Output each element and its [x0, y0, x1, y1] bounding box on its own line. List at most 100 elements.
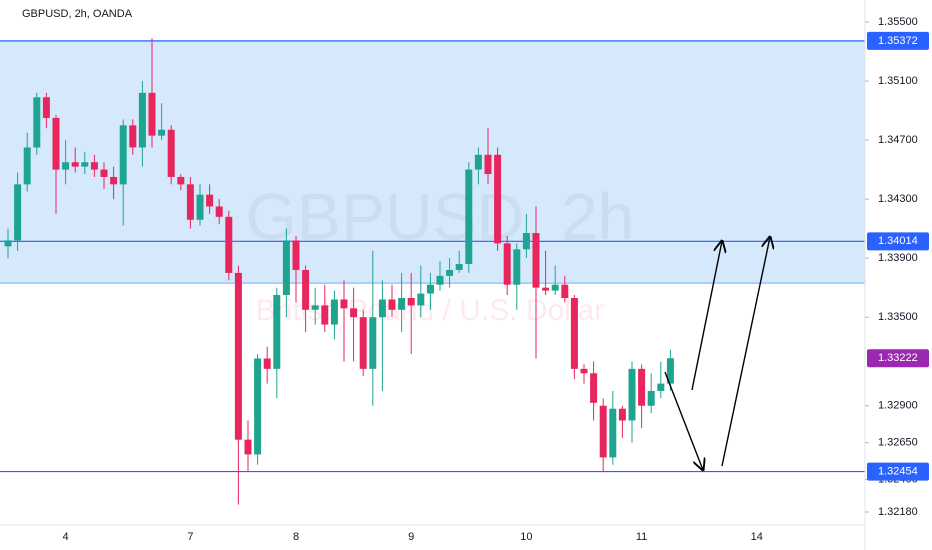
candle-body [455, 264, 463, 270]
y-tick-label: 1.32180 [878, 506, 918, 518]
candle-body [378, 299, 386, 318]
arrow [721, 237, 770, 467]
candle-body [398, 297, 406, 310]
candle-body [311, 305, 319, 310]
y-tick-label: 1.32650 [878, 437, 918, 449]
candle-body [503, 243, 511, 285]
candle-body [273, 295, 281, 369]
x-tick-label: 10 [520, 531, 532, 543]
arrow [691, 241, 722, 391]
arrow [664, 371, 703, 470]
candle-body [177, 176, 185, 185]
candle-body [388, 299, 396, 310]
candle-body [129, 125, 137, 148]
candle-body [100, 169, 108, 177]
y-tick-label: 1.35100 [878, 75, 918, 87]
plot-background [0, 40, 865, 473]
candle-body [215, 206, 223, 217]
candle-body [561, 284, 569, 298]
x-tick-label: 14 [751, 531, 763, 543]
x-tick-label: 9 [408, 531, 414, 543]
last-price-box [867, 349, 929, 368]
chart-title: GBPUSD, 2h, OANDA [22, 8, 133, 20]
candle-body [542, 287, 550, 291]
candle-body [244, 439, 252, 455]
candle-body [494, 154, 502, 244]
x-tick-label: 8 [293, 531, 299, 543]
drawn-arrows [664, 237, 770, 470]
watermark: GBPUSD, 2h [246, 179, 635, 253]
candle-body [321, 305, 329, 325]
candle-body [484, 154, 492, 175]
candle-body [110, 176, 118, 185]
y-tick-label: 1.32900 [878, 400, 918, 412]
candle-body [292, 240, 300, 270]
y-tick-label: 1.35500 [878, 16, 918, 28]
candle-body [71, 162, 79, 167]
candle-body [158, 129, 166, 136]
candle-body [599, 405, 607, 458]
candle-body [532, 233, 540, 288]
level-label-box [867, 462, 929, 481]
candle-body [359, 317, 367, 369]
level-label-box [867, 232, 929, 251]
candle-body [465, 169, 473, 265]
candle-body [138, 92, 146, 148]
candle-body [522, 233, 530, 250]
candle-body [23, 147, 31, 185]
candle-body [369, 317, 377, 369]
candle-body [42, 97, 50, 118]
candle-body [90, 162, 98, 170]
x-tick-label: 4 [63, 531, 69, 543]
y-tick-label: 1.33900 [878, 252, 918, 264]
candle-body [590, 373, 598, 403]
candle-body [330, 299, 338, 325]
candle-body [628, 368, 636, 421]
x-tick-label: 7 [187, 531, 193, 543]
candle-body [436, 275, 444, 285]
price-axis [865, 0, 932, 550]
candle-body [186, 184, 194, 220]
x-tick-label: 11 [636, 531, 647, 543]
candle-body [62, 162, 70, 170]
candle-body [350, 308, 358, 318]
candle-body [33, 97, 41, 148]
candle-body [638, 368, 646, 406]
candle-body [407, 297, 415, 306]
level-label-box [867, 31, 929, 50]
candle-body [417, 293, 425, 306]
y-tick-label: 1.34700 [878, 134, 918, 146]
candles [4, 38, 674, 505]
candle-body [657, 383, 665, 391]
candle-body [474, 154, 482, 170]
candle-body [302, 269, 310, 310]
axes: 1.35500 1.35100 1.34700 1.34300 1.33900 1.335… [63, 16, 929, 543]
candle-body [551, 284, 559, 291]
candle-body [666, 358, 674, 384]
candle-body [206, 194, 214, 207]
candle-body [513, 249, 521, 285]
candle-body [119, 125, 127, 185]
candle-body [618, 408, 626, 421]
candle-body [580, 368, 588, 374]
candle-body [234, 272, 242, 440]
candle-body [254, 358, 262, 455]
y-tick-label: 1.33500 [878, 311, 918, 323]
candle-body [4, 240, 12, 247]
candle-body [647, 390, 655, 406]
candle-body [263, 358, 271, 369]
level-label: 1.34014 [878, 235, 918, 247]
candle-body [426, 284, 434, 294]
candle-body [52, 117, 60, 170]
candle-body [570, 297, 578, 369]
candle-body [196, 194, 204, 220]
level-label: 1.35372 [878, 35, 918, 47]
level-label: 1.32454 [878, 465, 918, 477]
y-tick-label: 1.34300 [878, 193, 918, 205]
candle-body [282, 240, 290, 296]
last-price-label: 1.33222 [878, 352, 918, 364]
candle-body [14, 184, 22, 241]
candle-body [81, 162, 89, 167]
candle-body [148, 92, 156, 136]
